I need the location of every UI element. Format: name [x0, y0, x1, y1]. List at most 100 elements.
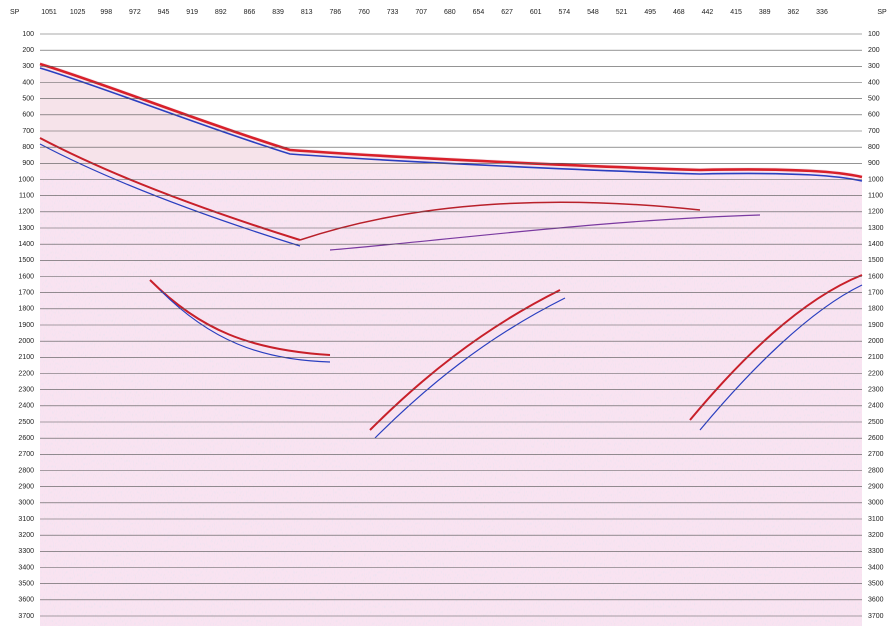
- time-tick-label: 900: [22, 160, 34, 167]
- sp-tick-label: 1025: [70, 9, 86, 16]
- time-tick-label: 3200: [868, 532, 884, 539]
- time-tick-label: 2600: [868, 435, 884, 442]
- sp-tick-label: 839: [272, 9, 284, 16]
- time-tick-label: 900: [868, 160, 880, 167]
- time-tick-label: 500: [22, 96, 34, 103]
- sp-tick-label: 945: [158, 9, 170, 16]
- time-tick-label: 3300: [868, 548, 884, 555]
- sp-tick-label: 972: [129, 9, 141, 16]
- time-tick-label: 2300: [18, 387, 34, 394]
- time-tick-label: 1900: [868, 322, 884, 329]
- time-tick-label: 1000: [18, 176, 34, 183]
- time-tick-label: 800: [868, 144, 880, 151]
- sp-label: SP: [10, 9, 20, 16]
- time-tick-label: 1000: [868, 176, 884, 183]
- sp-tick-label: 574: [558, 9, 570, 16]
- sp-tick-label: 442: [702, 9, 714, 16]
- time-tick-label: 1600: [18, 273, 34, 280]
- time-tick-label: 100: [22, 31, 34, 38]
- sp-tick-label: 389: [759, 9, 771, 16]
- time-tick-label: 1400: [868, 241, 884, 248]
- time-tick-label: 1100: [868, 193, 883, 200]
- sp-tick-label: 866: [244, 9, 256, 16]
- time-tick-label: 2400: [18, 403, 34, 410]
- time-tick-label: 600: [22, 112, 34, 119]
- sp-tick-label: 707: [415, 9, 427, 16]
- time-tick-label: 2200: [18, 370, 34, 377]
- time-tick-label: 400: [868, 79, 880, 86]
- time-tick-label: 2500: [868, 419, 884, 426]
- sp-tick-label: 495: [644, 9, 656, 16]
- time-tick-label: 1700: [868, 290, 884, 297]
- sp-tick-label: 362: [788, 9, 800, 16]
- time-tick-label: 1100: [19, 193, 34, 200]
- time-tick-label: 2900: [18, 484, 34, 491]
- time-tick-label: 1300: [18, 225, 34, 232]
- sp-tick-label: 336: [816, 9, 828, 16]
- time-tick-label: 200: [868, 47, 880, 54]
- sp-tick-label: 813: [301, 9, 313, 16]
- sp-label: SP: [877, 9, 887, 16]
- time-tick-label: 300: [868, 63, 880, 70]
- time-tick-label: 1600: [868, 273, 884, 280]
- sp-tick-label: 786: [329, 9, 341, 16]
- sp-tick-label: 892: [215, 9, 227, 16]
- time-tick-label: 1200: [18, 209, 34, 216]
- time-tick-label: 1800: [18, 306, 34, 313]
- time-tick-label: 3300: [18, 548, 34, 555]
- time-tick-label: 600: [868, 112, 880, 119]
- time-tick-label: 2700: [18, 451, 34, 458]
- time-tick-label: 3400: [868, 564, 884, 571]
- seismic-section: SP SP 1051 1025 998 972 945 919 892 866 839 813 78…: [0, 0, 893, 634]
- sp-tick-label: 680: [444, 9, 456, 16]
- time-tick-label: 3100: [18, 516, 34, 523]
- sp-tick-label: 601: [530, 9, 542, 16]
- sp-tick-label: 468: [673, 9, 685, 16]
- time-tick-label: 2400: [868, 403, 884, 410]
- time-tick-label: 3700: [18, 613, 34, 620]
- time-tick-label: 400: [22, 79, 34, 86]
- time-tick-label: 2700: [868, 451, 884, 458]
- sp-tick-label: 760: [358, 9, 370, 16]
- time-tick-label: 500: [868, 96, 880, 103]
- time-tick-label: 1900: [18, 322, 34, 329]
- time-tick-label: 2800: [868, 467, 884, 474]
- time-tick-label: 3600: [18, 597, 34, 604]
- time-tick-label: 2100: [18, 354, 34, 361]
- sp-tick-label: 919: [186, 9, 198, 16]
- time-tick-label: 2300: [868, 387, 884, 394]
- sp-tick-label: 415: [730, 9, 742, 16]
- time-tick-label: 700: [22, 128, 34, 135]
- time-tick-label: 3100: [868, 516, 884, 523]
- time-tick-label: 300: [22, 63, 34, 70]
- time-tick-label: 2800: [18, 467, 34, 474]
- time-tick-label: 2600: [18, 435, 34, 442]
- sp-tick-label: 521: [616, 9, 628, 16]
- time-tick-label: 1800: [868, 306, 884, 313]
- time-tick-label: 3000: [868, 500, 884, 507]
- time-tick-label: 3500: [18, 581, 34, 588]
- sp-tick-label: 1051: [41, 9, 57, 16]
- time-tick-label: 800: [22, 144, 34, 151]
- time-tick-label: 100: [868, 31, 880, 38]
- time-tick-label: 3700: [868, 613, 884, 620]
- time-tick-label: 200: [22, 47, 34, 54]
- time-tick-label: 1300: [868, 225, 884, 232]
- time-tick-label: 3500: [868, 581, 884, 588]
- time-tick-label: 1700: [18, 290, 34, 297]
- sp-tick-label: 548: [587, 9, 599, 16]
- time-tick-label: 3400: [18, 564, 34, 571]
- sp-tick-label: 733: [387, 9, 399, 16]
- time-tick-label: 2000: [18, 338, 34, 345]
- sp-tick-label: 998: [100, 9, 112, 16]
- time-tick-label: 1200: [868, 209, 884, 216]
- time-tick-label: 3600: [868, 597, 884, 604]
- time-tick-label: 3200: [18, 532, 34, 539]
- time-tick-label: 1400: [18, 241, 34, 248]
- time-tick-label: 2100: [868, 354, 884, 361]
- time-tick-label: 700: [868, 128, 880, 135]
- time-tick-label: 1500: [868, 257, 884, 264]
- time-tick-label: 2900: [868, 484, 884, 491]
- time-tick-label: 2200: [868, 370, 884, 377]
- time-tick-label: 2000: [868, 338, 884, 345]
